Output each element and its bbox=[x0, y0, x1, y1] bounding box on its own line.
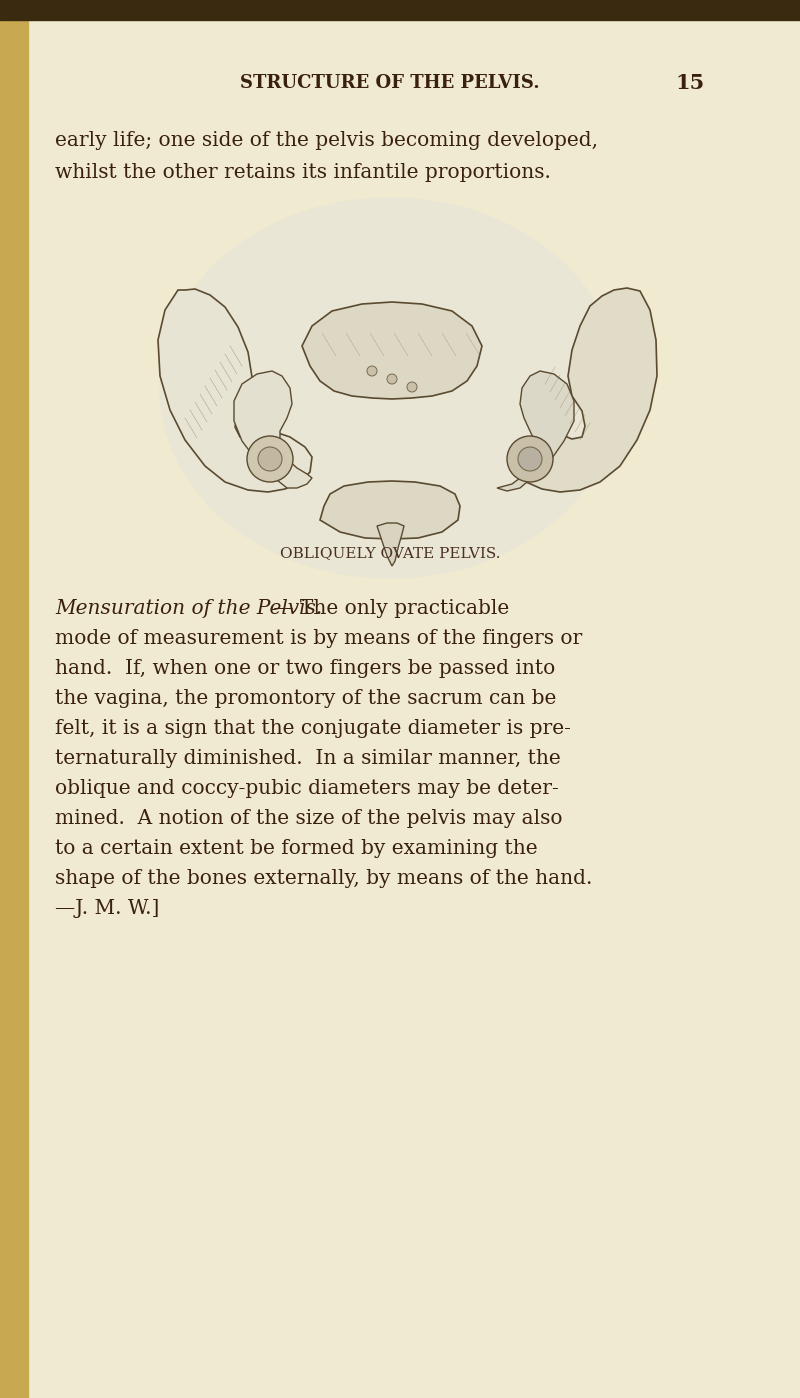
Circle shape bbox=[387, 375, 397, 384]
Text: Mensuration of the Pelvis.: Mensuration of the Pelvis. bbox=[55, 598, 322, 618]
Text: whilst the other retains its infantile proportions.: whilst the other retains its infantile p… bbox=[55, 162, 551, 182]
Circle shape bbox=[247, 436, 293, 482]
Text: shape of the bones externally, by means of the hand.: shape of the bones externally, by means … bbox=[55, 868, 592, 888]
Text: STRUCTURE OF THE PELVIS.: STRUCTURE OF THE PELVIS. bbox=[240, 74, 540, 92]
Text: to a certain extent be formed by examining the: to a certain extent be formed by examini… bbox=[55, 839, 538, 857]
Text: oblique and coccy-pubic diameters may be deter-: oblique and coccy-pubic diameters may be… bbox=[55, 779, 558, 797]
Circle shape bbox=[507, 436, 553, 482]
Text: —J. M. W.]: —J. M. W.] bbox=[55, 899, 159, 917]
Text: 15: 15 bbox=[675, 73, 705, 94]
Text: ternaturally diminished.  In a similar manner, the: ternaturally diminished. In a similar ma… bbox=[55, 748, 561, 768]
Text: hand.  If, when one or two fingers be passed into: hand. If, when one or two fingers be pas… bbox=[55, 658, 555, 678]
Circle shape bbox=[258, 447, 282, 471]
Text: felt, it is a sign that the conjugate diameter is pre-: felt, it is a sign that the conjugate di… bbox=[55, 719, 571, 738]
Bar bbox=[0, 0, 28, 1398]
Polygon shape bbox=[497, 370, 574, 491]
Circle shape bbox=[407, 382, 417, 391]
Text: — The only practicable: — The only practicable bbox=[267, 598, 510, 618]
Polygon shape bbox=[234, 370, 312, 488]
Text: the vagina, the promontory of the sacrum can be: the vagina, the promontory of the sacrum… bbox=[55, 688, 556, 707]
Polygon shape bbox=[302, 302, 482, 398]
Text: OBLIQUELY OVATE PELVIS.: OBLIQUELY OVATE PELVIS. bbox=[280, 547, 500, 561]
Bar bbox=[0, 0, 800, 20]
Circle shape bbox=[518, 447, 542, 471]
Ellipse shape bbox=[160, 199, 620, 577]
Polygon shape bbox=[377, 523, 404, 566]
Polygon shape bbox=[158, 289, 312, 492]
Text: mined.  A notion of the size of the pelvis may also: mined. A notion of the size of the pelvi… bbox=[55, 808, 562, 828]
Text: early life; one side of the pelvis becoming developed,: early life; one side of the pelvis becom… bbox=[55, 130, 598, 150]
Polygon shape bbox=[320, 481, 460, 540]
Polygon shape bbox=[514, 288, 657, 492]
Circle shape bbox=[367, 366, 377, 376]
Text: mode of measurement is by means of the fingers or: mode of measurement is by means of the f… bbox=[55, 629, 582, 647]
